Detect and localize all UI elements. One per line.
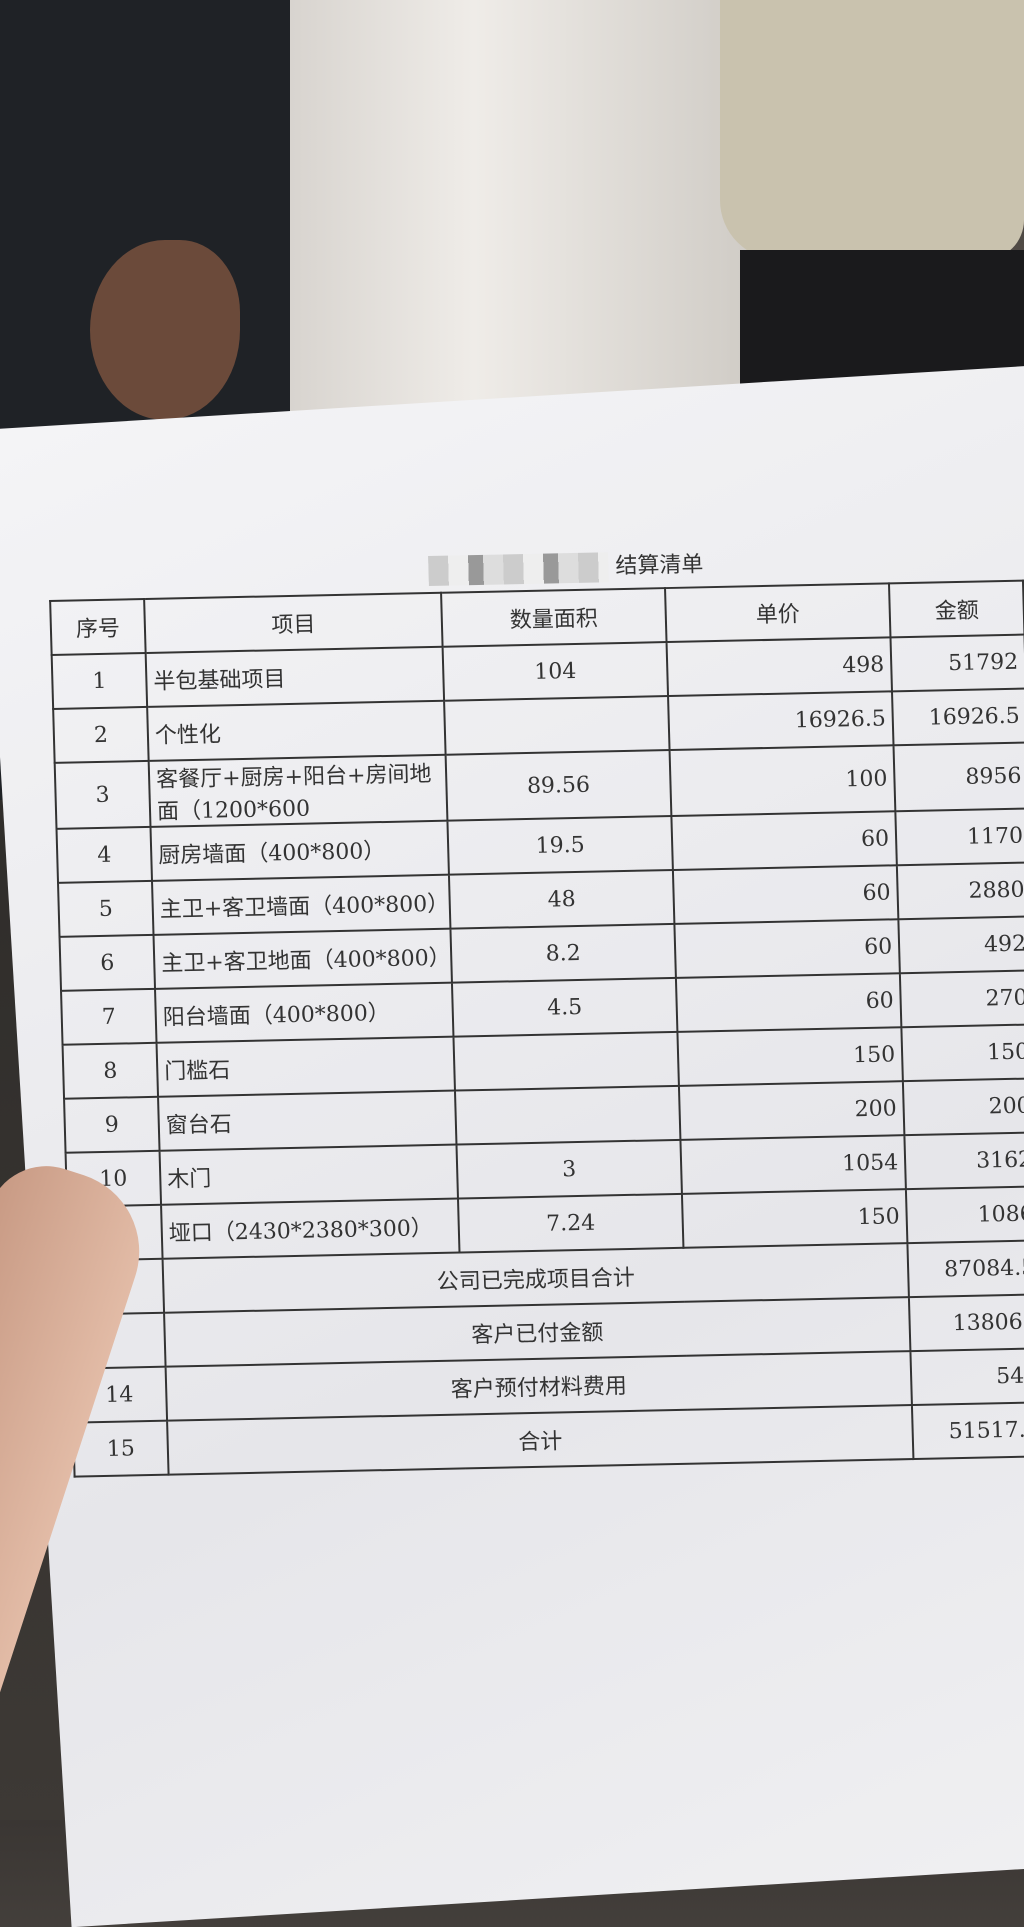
cell-item: 门槛石 (156, 1036, 455, 1097)
cell-seq: 9 (64, 1096, 160, 1153)
cell-qty (454, 1085, 681, 1145)
cell-amount: 8956 (893, 742, 1024, 812)
cell-seq: 3 (54, 760, 151, 829)
cell-price: 100 (669, 745, 896, 816)
cell-qty: 104 (442, 642, 669, 701)
header-item: 项目 (144, 592, 443, 653)
cell-amount: 51517.5 (911, 1402, 1024, 1460)
cell-amount: 3162 (904, 1132, 1024, 1190)
cell-seq: 1 (51, 652, 148, 709)
cell-item: 阳台墙面（400*800） (155, 982, 454, 1043)
cell-seq: 7 (61, 988, 157, 1045)
cell-qty: 4.5 (451, 977, 678, 1037)
header-price: 单价 (665, 583, 891, 643)
cell-amount: 138060 (908, 1294, 1024, 1352)
cell-amount: 1170 (895, 808, 1024, 866)
cell-qty (453, 1031, 679, 1091)
redacted-name (428, 552, 609, 587)
cell-price: 60 (675, 973, 902, 1032)
cell-price: 150 (677, 1027, 903, 1086)
cell-price: 60 (672, 865, 899, 924)
background-hand (90, 240, 240, 420)
cell-amount: 16926.5 (891, 688, 1024, 746)
cell-qty: 7.24 (457, 1193, 684, 1253)
cell-item: 半包基础项目 (145, 646, 445, 707)
cell-item: 木门 (159, 1144, 458, 1205)
cell-item: 窗台石 (158, 1090, 457, 1151)
cell-item: 客餐厅+厨房+阳台+房间地面（1200*600 (148, 754, 448, 827)
cell-qty: 19.5 (447, 815, 673, 875)
cell-price: 150 (681, 1189, 908, 1248)
cell-price: 498 (666, 637, 892, 697)
cell-amount: 87084.5 (907, 1240, 1024, 1298)
cell-price: 1054 (680, 1135, 906, 1194)
cell-item: 垭口（2430*2380*300） (161, 1198, 460, 1259)
cell-seq: 2 (53, 706, 149, 763)
cell-item: 主卫+客卫墙面（400*800） (152, 874, 451, 935)
cell-qty: 3 (456, 1139, 682, 1199)
cell-seq: 4 (56, 826, 153, 883)
settlement-document: 结算清单 序号 项目 数量面积 单价 金额 1 半包基础项目 104 498 51792… (48, 540, 1024, 1478)
cell-amount: 542 (910, 1348, 1024, 1406)
cell-price: 60 (671, 811, 897, 870)
cell-qty: 48 (448, 869, 675, 929)
cell-item: 厨房墙面（400*800） (150, 820, 449, 881)
cell-amount: 492 (898, 916, 1024, 974)
cell-amount: 51792 (890, 634, 1024, 692)
header-qty: 数量面积 (441, 588, 667, 647)
cell-item: 个性化 (147, 700, 446, 761)
cell-price: 200 (678, 1081, 905, 1140)
header-seq: 序号 (50, 598, 146, 655)
cell-amount: 2880 (896, 862, 1024, 920)
cell-price: 16926.5 (668, 691, 894, 751)
cell-seq: 6 (59, 934, 156, 991)
background-person-right (720, 0, 1024, 260)
cell-amount: 200 (902, 1078, 1024, 1136)
cell-seq: 15 (73, 1420, 169, 1477)
cell-qty: 89.56 (445, 750, 672, 821)
cell-amount: 150 (901, 1024, 1024, 1082)
cell-amount: 1086 (905, 1186, 1024, 1244)
header-amount: 金额 (888, 580, 1024, 638)
cell-item: 主卫+客卫地面（400*800） (153, 928, 452, 989)
cell-seq: 5 (58, 880, 154, 937)
settlement-table: 序号 项目 数量面积 单价 金额 1 半包基础项目 104 498 51792 2 个性化 1… (49, 580, 1024, 1478)
cell-amount: 270 (899, 970, 1024, 1028)
cell-qty: 8.2 (450, 923, 676, 983)
cell-price: 60 (674, 919, 900, 978)
cell-qty (444, 696, 670, 755)
cell-seq: 8 (62, 1042, 159, 1099)
